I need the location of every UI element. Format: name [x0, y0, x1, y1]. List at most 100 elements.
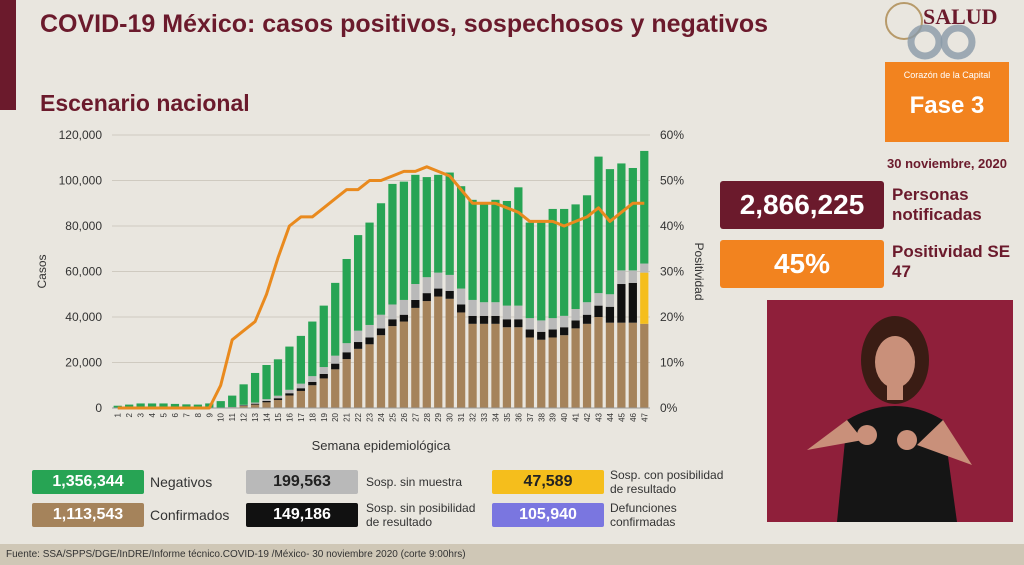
bar-segment	[422, 293, 431, 302]
x-tick-label: 15	[274, 412, 283, 421]
bar-segment	[605, 322, 615, 408]
legend-value: 149,186	[246, 503, 358, 527]
phase-label: Fase 3	[909, 92, 985, 119]
bar-segment	[411, 307, 420, 408]
x-tick-label: 23	[366, 412, 375, 421]
bar-segment	[411, 299, 420, 308]
bar-segment	[525, 337, 534, 408]
bar-segment	[136, 403, 145, 408]
positivity-value: 45%	[720, 240, 884, 288]
legend-value: 47,589	[492, 470, 604, 494]
bar-segment	[262, 399, 271, 401]
bar-segment	[548, 208, 557, 319]
bar-segment	[457, 304, 466, 313]
bar-segment	[342, 359, 351, 408]
legend-value: 199,563	[246, 470, 358, 494]
bar-segment	[353, 348, 363, 408]
bar-segment	[468, 315, 477, 324]
bar-segment	[525, 318, 534, 330]
bar-segment	[422, 301, 431, 408]
bar-segment	[399, 299, 409, 315]
y-tick-label: 120,000	[59, 128, 103, 142]
x-tick-label: 43	[594, 412, 603, 421]
bar-segment	[605, 294, 615, 307]
bar-segment	[262, 365, 271, 400]
bar-segment	[434, 174, 443, 273]
interpreter-silhouette-icon	[807, 316, 972, 522]
bar-segment	[628, 167, 637, 271]
y-tick-label: 100,000	[59, 174, 103, 188]
x-tick-label: 12	[240, 412, 249, 421]
bar-segment	[605, 306, 615, 323]
y-tick-label: 80,000	[65, 219, 102, 233]
bar-segment	[514, 319, 523, 328]
bar-segment	[468, 299, 477, 316]
accent-bar	[0, 0, 16, 110]
bar-segment	[560, 208, 569, 316]
bar-segment	[537, 339, 546, 408]
bar-segment	[479, 302, 489, 316]
x-tick-label: 5	[160, 412, 169, 417]
bar-segment	[525, 329, 534, 338]
x-axis-label: Semana epidemiológica	[312, 438, 452, 453]
x-tick-label: 11	[228, 412, 237, 421]
bar-segment	[491, 199, 500, 303]
bar-segment	[182, 404, 191, 408]
bar-segment	[548, 329, 557, 338]
x-tick-label: 19	[320, 412, 329, 421]
bar-segment	[147, 403, 157, 408]
x-tick-label: 40	[560, 412, 569, 421]
legend-value: 105,940	[492, 503, 604, 527]
y-tick-label: 0	[95, 401, 102, 415]
x-tick-label: 33	[480, 412, 489, 421]
y2-axis-label: Positividad	[692, 242, 706, 300]
notified-label: Personas notificadas	[892, 185, 982, 224]
bar-segment	[170, 403, 180, 408]
y-tick-label: 20,000	[65, 356, 102, 370]
bar-segment	[250, 404, 260, 408]
bar-segment	[262, 402, 271, 408]
bar-segment	[548, 318, 557, 330]
bar-segment	[342, 352, 351, 360]
y2-tick-label: 10%	[660, 356, 684, 370]
bar-segment	[285, 393, 294, 396]
bar-segment	[365, 324, 374, 338]
x-tick-label: 17	[297, 412, 306, 421]
bar-segment	[571, 204, 580, 310]
bar-segment	[594, 305, 603, 317]
bar-segment	[319, 305, 328, 368]
bar-segment	[308, 381, 317, 386]
x-tick-label: 22	[354, 412, 363, 421]
bar-segment	[479, 202, 489, 303]
bar-segment	[491, 302, 500, 316]
bar-segment	[628, 270, 637, 283]
x-tick-label: 38	[537, 412, 546, 421]
bar-segment	[537, 320, 546, 332]
bar-segment	[388, 326, 397, 408]
x-tick-label: 16	[285, 412, 294, 421]
bar-segment	[308, 376, 317, 382]
y2-tick-label: 30%	[660, 265, 684, 279]
bar-segment	[422, 177, 431, 278]
page-title: COVID-19 México: casos positivos, sospec…	[40, 10, 769, 38]
legend-value: 1,113,543	[32, 503, 144, 527]
bar-segment	[411, 174, 420, 285]
x-tick-label: 7	[182, 412, 191, 417]
bar-segment	[399, 181, 409, 300]
x-tick-label: 8	[194, 412, 203, 417]
broadcast-watermark-icon	[907, 24, 976, 60]
x-tick-label: 2	[125, 412, 134, 417]
bar-segment	[571, 309, 580, 321]
x-tick-label: 20	[331, 412, 340, 421]
phase-box: Corazón de la Capital Fase 3	[885, 62, 1009, 142]
bar-segment	[548, 337, 557, 408]
bar-segment	[388, 304, 397, 320]
bar-segment	[434, 272, 443, 289]
y-axis-label: Casos	[35, 254, 49, 288]
x-tick-label: 34	[491, 412, 500, 421]
bar-segment	[250, 372, 260, 403]
bar-segment	[617, 322, 626, 408]
cases-chart: 0 20,000 40,000 60,000 80,000 100,000 120,000 0…	[35, 128, 706, 453]
bar-segment	[319, 378, 328, 408]
bar-segment	[331, 369, 340, 408]
